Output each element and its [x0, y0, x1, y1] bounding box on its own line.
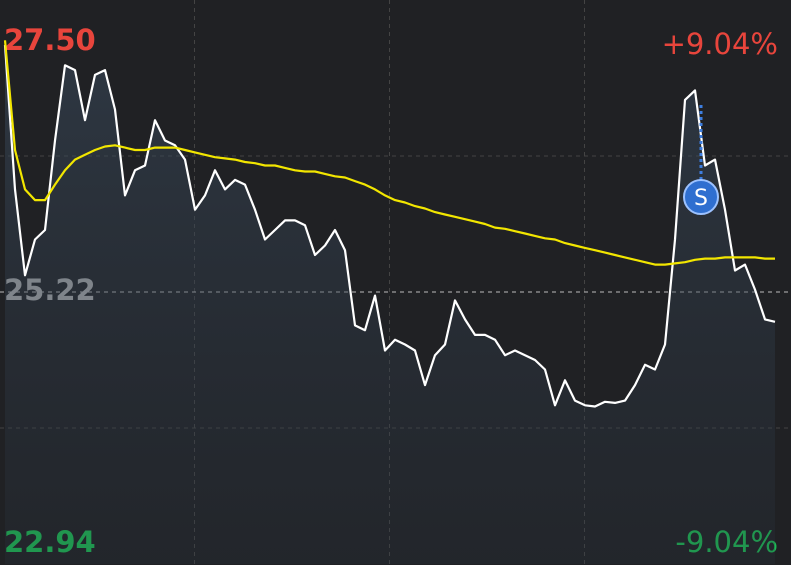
price-area — [5, 45, 775, 565]
y-tick-label: 27.50 — [4, 23, 96, 57]
average-line — [3, 40, 775, 266]
y2-tick-label: +9.04% — [662, 27, 778, 61]
price-line — [3, 45, 776, 408]
sell-marker-label: S — [694, 186, 708, 211]
sell-marker — [683, 179, 719, 215]
